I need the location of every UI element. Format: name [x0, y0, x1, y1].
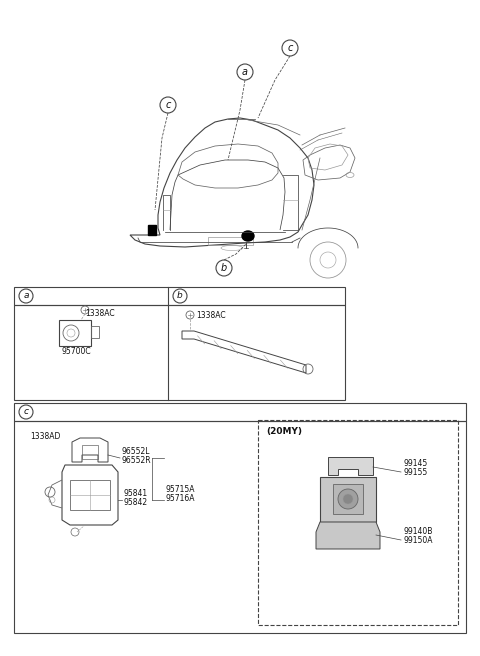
Text: c: c: [24, 407, 28, 417]
Text: 1338AC: 1338AC: [196, 310, 226, 319]
Text: 95700C: 95700C: [61, 347, 91, 356]
Polygon shape: [316, 522, 380, 549]
Text: 96552L: 96552L: [122, 447, 151, 456]
Text: 1338AD: 1338AD: [30, 432, 60, 441]
Bar: [14, 421, 466, 633]
Bar: [82, 445, 98, 459]
Ellipse shape: [242, 231, 254, 241]
Text: b: b: [221, 263, 227, 273]
Circle shape: [343, 494, 353, 504]
Text: 95715A: 95715A: [166, 485, 195, 494]
Text: 95841: 95841: [124, 489, 148, 498]
Text: a: a: [242, 67, 248, 77]
Text: 99140B: 99140B: [403, 527, 432, 536]
Text: c: c: [165, 100, 171, 110]
Bar: [59, 320, 91, 346]
Bar: [70, 480, 110, 510]
Text: 95842: 95842: [124, 498, 148, 507]
Bar: [14, 305, 345, 400]
Text: 99145: 99145: [403, 459, 427, 468]
Bar: [14, 287, 345, 305]
Text: b: b: [177, 291, 183, 300]
Text: 99155: 99155: [403, 468, 427, 477]
Bar: [14, 403, 466, 421]
Bar: [333, 484, 363, 514]
Bar: [208, 237, 253, 245]
Text: a: a: [23, 291, 29, 300]
Text: 1338AC: 1338AC: [85, 310, 115, 319]
Text: 95716A: 95716A: [166, 494, 195, 503]
Polygon shape: [328, 457, 373, 475]
Text: c: c: [288, 43, 293, 53]
Text: 99150A: 99150A: [403, 536, 432, 545]
Bar: [91, 326, 99, 338]
Text: 96552R: 96552R: [122, 456, 152, 465]
Bar: [148, 225, 156, 235]
Circle shape: [338, 489, 358, 509]
Bar: [258, 420, 458, 625]
Text: (20MY): (20MY): [266, 427, 302, 436]
Bar: [320, 477, 376, 522]
